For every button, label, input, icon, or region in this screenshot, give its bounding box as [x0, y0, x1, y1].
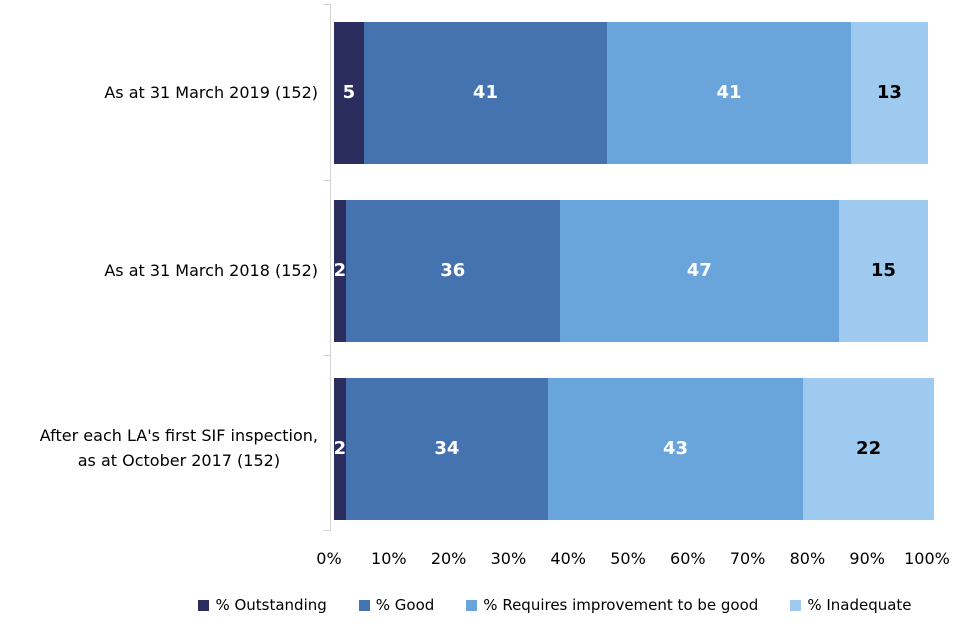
bar-segment: 2: [334, 200, 346, 342]
bar-segment: 41: [363, 22, 608, 164]
legend-label: % Inadequate: [807, 596, 912, 614]
bar-segment: 34: [345, 378, 548, 520]
category-label: As at 31 March 2019 (152): [104, 82, 318, 102]
legend-label: % Requires improvement to be good: [483, 596, 759, 614]
x-axis-tick-label: 60%: [670, 549, 706, 568]
bar-segment: 15: [838, 200, 928, 342]
bar-value-label: 43: [663, 438, 689, 459]
axis-tick: [323, 530, 330, 531]
x-axis-tick-label: 50%: [610, 549, 646, 568]
legend-item: % Good: [358, 596, 435, 614]
category-axis-line: [330, 4, 331, 531]
x-axis-tick-label: 100%: [904, 549, 950, 568]
legend-swatch-icon: [466, 599, 478, 611]
bar-value-label: 5: [342, 82, 356, 103]
x-axis-tick-label: 70%: [729, 549, 766, 568]
x-axis-tick-label: 40%: [550, 549, 586, 568]
bar-value-label: 34: [434, 438, 460, 459]
x-axis-tick-label: 80%: [789, 549, 826, 568]
bar-value-label: 47: [686, 260, 712, 281]
bar-value-label: 41: [472, 82, 498, 103]
x-axis-tick-label: 30%: [490, 549, 527, 568]
bar-segment: 41: [607, 22, 851, 164]
x-axis-tick-label: 0%: [316, 549, 342, 568]
axis-tick: [323, 180, 330, 181]
bar-segment: 5: [334, 22, 364, 164]
axis-tick: [323, 4, 330, 5]
bar-segment: 13: [850, 22, 928, 164]
bar-value-label: 2: [333, 438, 347, 459]
x-axis-tick-label: 90%: [849, 549, 885, 568]
legend-label: % Outstanding: [215, 596, 327, 614]
legend-swatch-icon: [790, 599, 802, 611]
category-label: After each LA's first SIF inspection, as…: [39, 426, 318, 470]
bar-value-label: 22: [856, 438, 882, 459]
legend: % Outstanding % Good % Requires improvemen…: [150, 596, 960, 614]
bar-value-label: 41: [716, 82, 742, 103]
bar-value-label: 15: [870, 260, 896, 281]
legend-label: % Good: [375, 596, 435, 614]
legend-swatch-icon: [198, 599, 210, 611]
axis-tick: [323, 355, 330, 356]
bar-segment: 22: [803, 378, 934, 520]
bar-value-label: 36: [440, 260, 466, 281]
bar-segment: 2: [334, 378, 346, 520]
legend-item: % Outstanding: [198, 596, 327, 614]
legend-swatch-icon: [358, 599, 370, 611]
bar-segment: 36: [345, 200, 560, 342]
legend-item: % Requires improvement to be good: [466, 596, 758, 614]
bar-value-label: 13: [876, 82, 902, 103]
bar-segment: 43: [547, 378, 804, 520]
bar-segment: 47: [559, 200, 839, 342]
bar-value-label: 2: [333, 260, 347, 281]
x-axis-tick-label: 20%: [430, 549, 467, 568]
legend-item: % Inadequate: [790, 596, 912, 614]
x-axis-tick-label: 10%: [371, 549, 407, 568]
category-label: As at 31 March 2018 (152): [104, 260, 318, 280]
